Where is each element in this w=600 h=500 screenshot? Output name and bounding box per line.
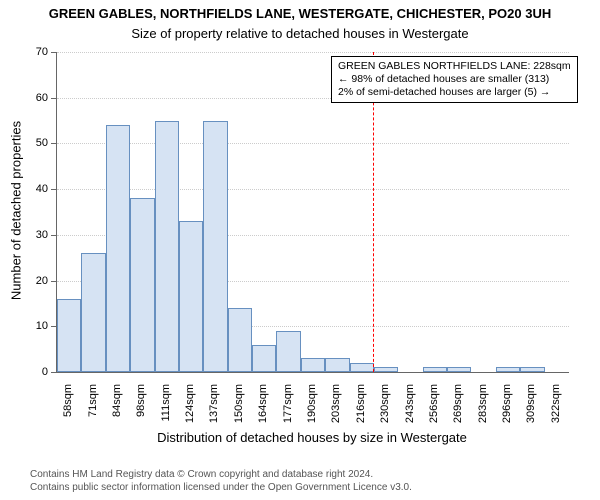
x-tick-label: 309sqm <box>525 384 537 444</box>
histogram-bar <box>155 121 179 372</box>
chart-title-line1: GREEN GABLES, NORTHFIELDS LANE, WESTERGA… <box>0 6 600 21</box>
histogram-bar <box>520 367 544 372</box>
x-tick-label: 111sqm <box>160 384 172 444</box>
gridline <box>57 143 569 144</box>
annotation-line: ← 98% of detached houses are smaller (31… <box>338 73 571 86</box>
histogram-bar <box>350 363 374 372</box>
chart-title-line2: Size of property relative to detached ho… <box>0 26 600 41</box>
x-tick-label: 190sqm <box>306 384 318 444</box>
x-tick-label: 58sqm <box>62 384 74 444</box>
histogram-bar <box>228 308 252 372</box>
x-tick-label: 296sqm <box>501 384 513 444</box>
x-tick-label: 269sqm <box>452 384 464 444</box>
chart-container: GREEN GABLES, NORTHFIELDS LANE, WESTERGA… <box>0 0 600 500</box>
y-tick-label: 70 <box>0 46 48 58</box>
histogram-bar <box>130 198 154 372</box>
y-tick-label: 20 <box>0 275 48 287</box>
annotation-line: 2% of semi-detached houses are larger (5… <box>338 86 571 99</box>
y-tick-label: 40 <box>0 183 48 195</box>
footer-line1: Contains HM Land Registry data © Crown c… <box>30 468 600 481</box>
y-tick-mark <box>51 326 56 327</box>
x-tick-label: 243sqm <box>404 384 416 444</box>
x-tick-label: 84sqm <box>111 384 123 444</box>
x-tick-label: 216sqm <box>355 384 367 444</box>
histogram-bar <box>423 367 447 372</box>
y-tick-label: 50 <box>0 137 48 149</box>
histogram-bar <box>203 121 227 372</box>
y-tick-label: 10 <box>0 320 48 332</box>
histogram-bar <box>325 358 349 372</box>
histogram-bar <box>276 331 300 372</box>
footer-line2: Contains public sector information licen… <box>30 481 600 494</box>
x-tick-label: 164sqm <box>257 384 269 444</box>
footer-attribution: Contains HM Land Registry data © Crown c… <box>30 468 600 494</box>
x-tick-label: 150sqm <box>233 384 245 444</box>
x-tick-label: 203sqm <box>330 384 342 444</box>
y-tick-label: 0 <box>0 366 48 378</box>
y-tick-label: 30 <box>0 229 48 241</box>
y-tick-mark <box>51 372 56 373</box>
histogram-bar <box>374 367 398 372</box>
histogram-bar <box>81 253 105 372</box>
x-tick-label: 98sqm <box>135 384 147 444</box>
x-tick-label: 283sqm <box>477 384 489 444</box>
annotation-box: GREEN GABLES NORTHFIELDS LANE: 228sqm← 9… <box>331 56 578 103</box>
histogram-bar <box>57 299 81 372</box>
x-tick-label: 230sqm <box>379 384 391 444</box>
y-tick-mark <box>51 189 56 190</box>
histogram-bar <box>301 358 325 372</box>
histogram-bar <box>106 125 130 372</box>
x-tick-label: 177sqm <box>282 384 294 444</box>
x-tick-label: 322sqm <box>550 384 562 444</box>
y-tick-label: 60 <box>0 92 48 104</box>
histogram-bar <box>496 367 520 372</box>
histogram-bar <box>447 367 471 372</box>
gridline <box>57 189 569 190</box>
y-tick-mark <box>51 143 56 144</box>
x-tick-label: 71sqm <box>87 384 99 444</box>
annotation-line: GREEN GABLES NORTHFIELDS LANE: 228sqm <box>338 60 571 73</box>
y-tick-mark <box>51 235 56 236</box>
x-tick-label: 137sqm <box>208 384 220 444</box>
histogram-bar <box>252 345 276 372</box>
y-tick-mark <box>51 98 56 99</box>
plot-area: GREEN GABLES NORTHFIELDS LANE: 228sqm← 9… <box>56 52 569 373</box>
histogram-bar <box>179 221 203 372</box>
x-tick-label: 124sqm <box>184 384 196 444</box>
x-tick-label: 256sqm <box>428 384 440 444</box>
y-tick-mark <box>51 52 56 53</box>
gridline <box>57 52 569 53</box>
y-tick-mark <box>51 281 56 282</box>
